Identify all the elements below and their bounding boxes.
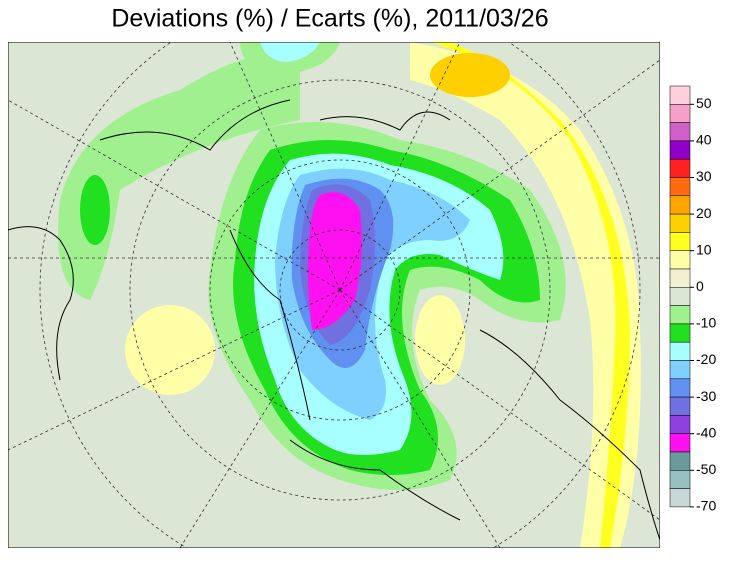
colorbar-swatch: [669, 470, 691, 489]
colorbar-swatch: [669, 323, 691, 343]
colorbar-label: 10: [696, 241, 712, 257]
colorbar-label: -30: [696, 388, 716, 404]
colorbar-swatch: [669, 305, 691, 325]
colorbar-label: -70: [696, 498, 716, 514]
colorbar-swatch: [669, 396, 691, 416]
colorbar-swatch: [669, 341, 691, 361]
title: Deviations (%) / Ecarts (%), 2011/03/26: [111, 5, 548, 33]
colorbar-label: 0: [696, 278, 704, 294]
colorbar-swatch: [669, 213, 691, 233]
colorbar-label: -50: [696, 461, 716, 477]
colorbar-swatch: [669, 140, 691, 160]
colorbar-label: 20: [696, 205, 712, 221]
colorbar-swatch: [669, 268, 691, 288]
colorbar-swatch: [669, 122, 691, 142]
colorbar-swatch: [669, 378, 691, 398]
colorbar-swatch: [669, 415, 691, 434]
colorbar-swatch: [669, 451, 691, 471]
colorbar-swatch: [669, 85, 691, 105]
colorbar-swatch: [669, 360, 691, 380]
map: [8, 42, 660, 548]
colorbar-swatch: [669, 287, 691, 306]
colorbar-label: -40: [696, 424, 716, 440]
colorbar-swatch: [669, 433, 691, 453]
colorbar-label: 30: [696, 168, 712, 184]
colorbar-label: 50: [696, 95, 712, 111]
colorbar-label: 40: [696, 132, 712, 148]
colorbar-label: -20: [696, 351, 716, 367]
colorbar-swatch: [669, 104, 691, 123]
colorbar-swatch: [669, 177, 691, 197]
colorbar-swatch: [669, 250, 691, 270]
colorbar-swatch: [669, 158, 691, 178]
colorbar: 50 40 30 20 10 0 -10 -20 -30 -40 -50 -70: [669, 85, 716, 514]
colorbar-swatch: [669, 232, 691, 251]
colorbar-label: -10: [696, 315, 716, 331]
colorbar-swatch: [669, 488, 691, 508]
colorbar-swatch: [669, 195, 691, 215]
